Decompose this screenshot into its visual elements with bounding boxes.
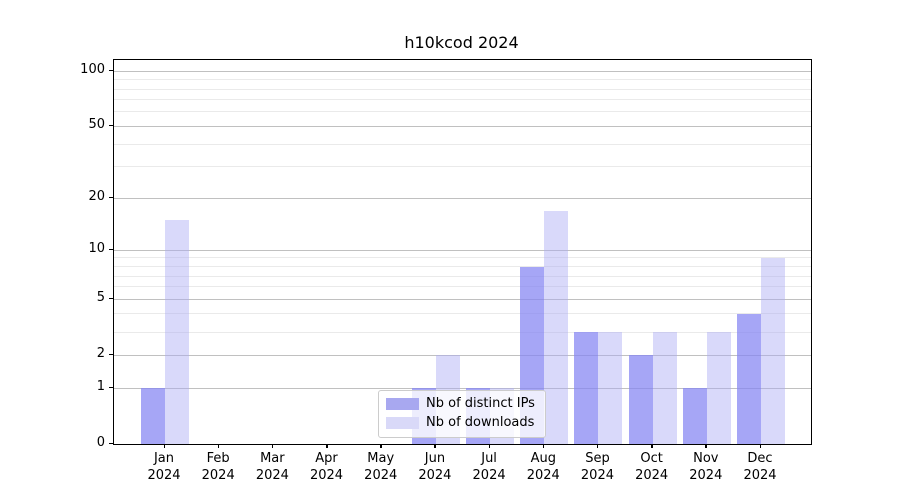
x-tick-label-sep: Sep 2024 [580, 451, 614, 483]
major-gridline-20 [114, 197, 811, 199]
x-tick-oct [651, 444, 653, 448]
minor-gridline-4 [114, 313, 811, 315]
x-tick-jan [163, 444, 165, 448]
bar-distinct-ips-jan [141, 388, 165, 444]
y-tick-10 [109, 248, 113, 251]
bar-distinct-ips-nov [682, 388, 707, 444]
x-tick-label-jan: Jan 2024 [147, 451, 181, 483]
x-tick-label-aug: Aug 2024 [526, 451, 560, 483]
major-gridline-50 [114, 125, 811, 127]
major-gridline-2 [114, 354, 811, 356]
minor-gridline-7 [114, 275, 811, 277]
chart-title: h10kcod 2024 [404, 33, 519, 52]
y-tick-1 [109, 386, 113, 388]
y-tick-50 [109, 124, 113, 127]
major-gridline-5 [114, 298, 811, 300]
y-tick-label-10: 10 [88, 241, 105, 257]
y-tick-label-1: 1 [96, 379, 105, 394]
x-tick-label-may: May 2024 [364, 451, 398, 483]
bar-distinct-ips-oct [628, 355, 653, 444]
legend: Nb of distinct IPs Nb of downloads [378, 390, 546, 438]
legend-item-distinct-ips: Nb of distinct IPs [386, 397, 535, 411]
x-tick-may [380, 444, 382, 448]
x-tick-dec [759, 444, 761, 448]
y-tick-label-100: 100 [80, 62, 105, 78]
y-tick-2 [109, 353, 113, 356]
legend-item-downloads: Nb of downloads [386, 416, 535, 430]
minor-gridline-6 [114, 286, 811, 288]
legend-label-downloads: Nb of downloads [426, 415, 535, 430]
minor-gridline-8 [114, 266, 811, 267]
plot-area [113, 59, 812, 445]
minor-gridline-30 [114, 166, 811, 168]
bar-distinct-ips-dec [737, 314, 761, 444]
legend-swatch-distinct-ips [386, 398, 419, 410]
x-tick-feb [217, 444, 220, 448]
minor-gridline-70 [114, 99, 811, 101]
x-tick-nov [705, 444, 707, 448]
x-tick-label-nov: Nov 2024 [689, 451, 723, 483]
x-tick-label-oct: Oct 2024 [635, 451, 669, 483]
bar-downloads-sep [598, 332, 623, 444]
bar-downloads-oct [652, 332, 677, 444]
x-tick-apr [326, 444, 328, 448]
minor-gridline-90 [114, 79, 811, 81]
y-tick-5 [109, 297, 113, 300]
y-tick-label-2: 2 [96, 346, 105, 362]
x-tick-label-jul: Jul 2024 [472, 451, 506, 483]
minor-gridline-40 [114, 143, 811, 145]
bar-downloads-dec [761, 258, 785, 444]
y-tick-label-50: 50 [88, 117, 105, 133]
minor-gridline-3 [114, 331, 811, 333]
bar-downloads-jan [165, 220, 189, 444]
x-tick-aug [542, 444, 545, 448]
x-tick-jul [488, 444, 491, 448]
y-tick-label-0: 0 [96, 435, 105, 450]
major-gridline-10 [114, 249, 811, 251]
y-tick-100 [109, 69, 113, 72]
y-tick-0 [109, 442, 113, 444]
y-tick-20 [109, 196, 113, 199]
x-tick-label-jun: Jun 2024 [418, 451, 452, 483]
legend-label-distinct-ips: Nb of distinct IPs [426, 396, 535, 411]
x-tick-label-feb: Feb 2024 [201, 451, 235, 483]
bar-downloads-nov [706, 332, 731, 444]
minor-gridline-60 [114, 111, 811, 113]
major-gridline-1 [114, 387, 811, 389]
x-tick-label-dec: Dec 2024 [743, 451, 777, 483]
y-tick-label-20: 20 [88, 189, 105, 205]
x-tick-jun [434, 444, 436, 448]
bar-distinct-ips-sep [574, 332, 599, 444]
x-tick-sep [596, 444, 599, 448]
legend-swatch-downloads [386, 417, 419, 429]
major-gridline-100 [114, 70, 811, 72]
x-tick-label-apr: Apr 2024 [309, 451, 344, 483]
x-tick-mar [271, 444, 274, 448]
minor-gridline-80 [114, 88, 811, 90]
y-tick-label-5: 5 [96, 290, 105, 306]
bar-downloads-aug [544, 210, 569, 444]
minor-gridline-9 [114, 257, 811, 259]
x-tick-label-mar: Mar 2024 [255, 451, 289, 483]
